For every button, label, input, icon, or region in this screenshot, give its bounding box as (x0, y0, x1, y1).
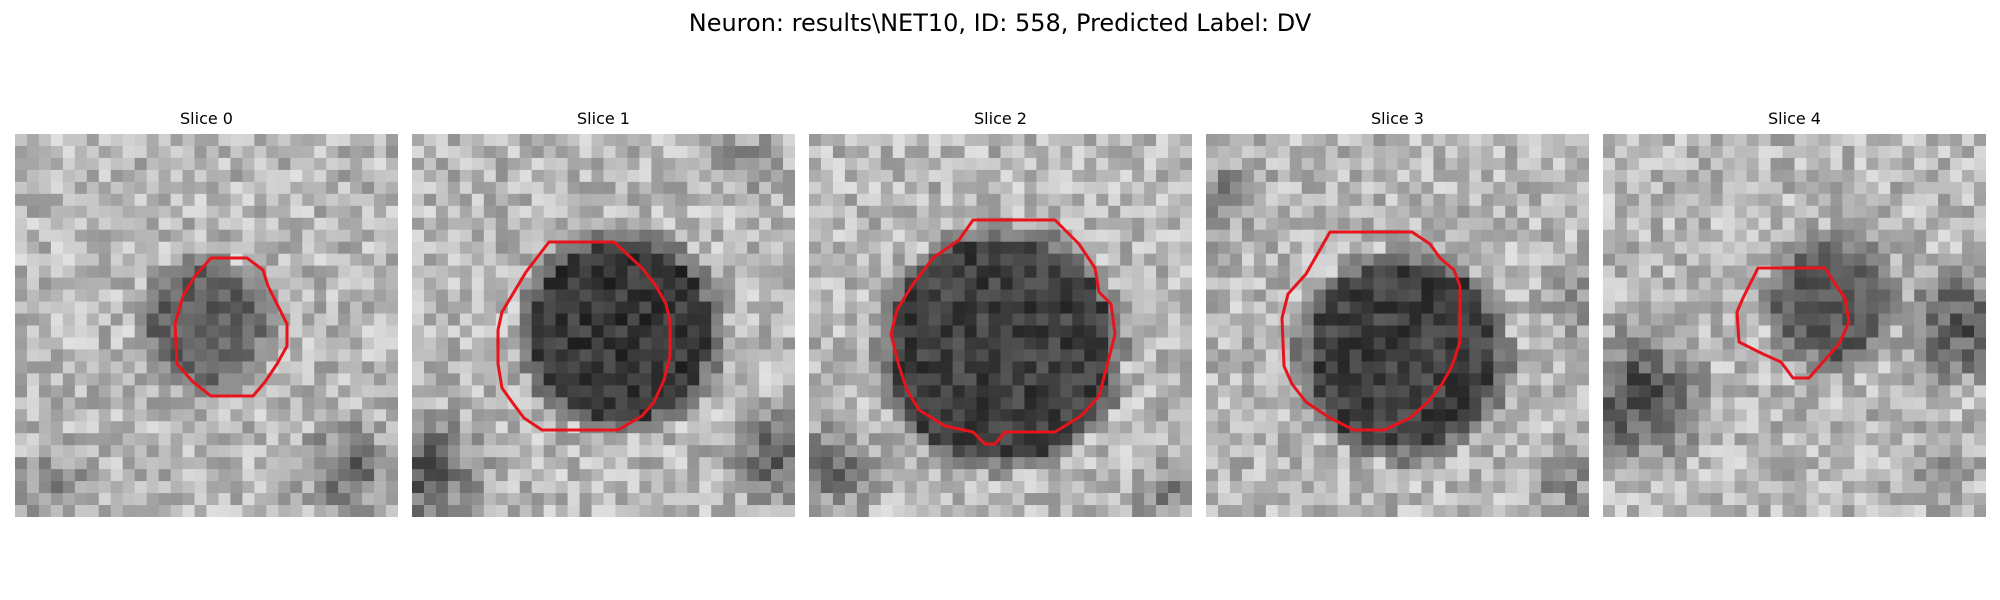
slice-title-0: Slice 0 (180, 109, 233, 128)
slice-title-1: Slice 1 (577, 109, 630, 128)
slice-pixels-2 (809, 134, 1192, 517)
neuron-contour-3 (1280, 230, 1462, 432)
slice-pixels-4 (1603, 134, 1986, 517)
slice-title-3: Slice 3 (1371, 109, 1424, 128)
slice-image-4 (1603, 134, 1986, 517)
neuron-contour-4 (1735, 266, 1851, 380)
slice-pixels-3 (1206, 134, 1589, 517)
slice-title-4: Slice 4 (1768, 109, 1821, 128)
neuron-contour-2 (889, 218, 1117, 446)
slice-image-0 (15, 134, 398, 517)
neuron-contour-0 (173, 256, 289, 398)
neuron-contour-1 (496, 240, 672, 432)
slice-pixels-0 (15, 134, 398, 517)
slice-image-2 (809, 134, 1192, 517)
slice-image-1 (412, 134, 795, 517)
slice-title-2: Slice 2 (974, 109, 1027, 128)
figure-title: Neuron: results\NET10, ID: 558, Predicte… (688, 9, 1312, 37)
slice-pixels-1 (412, 134, 795, 517)
slice-image-3 (1206, 134, 1589, 517)
